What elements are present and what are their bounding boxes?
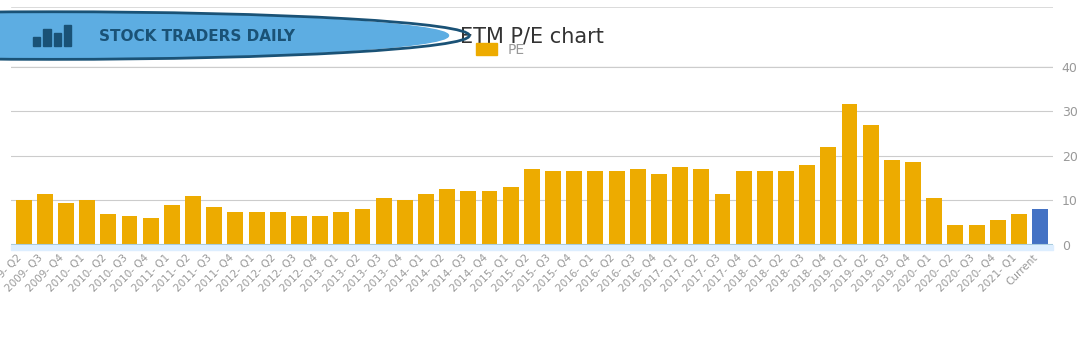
Bar bbox=[863, 125, 878, 245]
Bar bbox=[227, 211, 243, 245]
Bar bbox=[312, 216, 328, 245]
Bar bbox=[926, 198, 943, 245]
Bar bbox=[841, 104, 858, 245]
Bar bbox=[206, 207, 223, 245]
Bar bbox=[651, 174, 667, 245]
Bar bbox=[757, 172, 772, 245]
Bar bbox=[185, 196, 201, 245]
Bar bbox=[355, 209, 370, 245]
Bar bbox=[1011, 214, 1027, 245]
Bar bbox=[64, 25, 71, 46]
Circle shape bbox=[0, 13, 448, 58]
Bar bbox=[884, 160, 900, 245]
Bar bbox=[291, 216, 307, 245]
Text: ETM P/E chart: ETM P/E chart bbox=[460, 26, 603, 46]
Bar bbox=[80, 200, 95, 245]
Bar bbox=[587, 172, 603, 245]
Bar bbox=[566, 172, 583, 245]
Bar bbox=[990, 220, 1006, 245]
Bar bbox=[694, 169, 709, 245]
Bar bbox=[53, 33, 61, 46]
Bar bbox=[440, 189, 455, 245]
Bar bbox=[249, 211, 264, 245]
Bar bbox=[906, 162, 921, 245]
Bar bbox=[269, 211, 286, 245]
Bar bbox=[418, 194, 434, 245]
Bar bbox=[1032, 209, 1048, 245]
Legend: PE: PE bbox=[470, 37, 530, 63]
Bar bbox=[715, 194, 730, 245]
Bar bbox=[44, 29, 50, 46]
Bar bbox=[481, 191, 497, 245]
Bar bbox=[969, 225, 984, 245]
Bar bbox=[397, 200, 412, 245]
Bar bbox=[524, 169, 540, 245]
Bar bbox=[460, 191, 477, 245]
Bar bbox=[33, 37, 40, 46]
Text: STOCK TRADERS DAILY: STOCK TRADERS DAILY bbox=[99, 29, 296, 44]
Bar bbox=[58, 203, 74, 245]
Bar bbox=[947, 225, 963, 245]
Bar bbox=[143, 218, 158, 245]
Bar bbox=[164, 205, 180, 245]
Bar bbox=[672, 167, 688, 245]
Bar bbox=[546, 172, 561, 245]
Bar bbox=[37, 194, 52, 245]
Bar bbox=[630, 169, 646, 245]
Bar bbox=[503, 187, 518, 245]
Bar bbox=[778, 172, 794, 245]
Bar bbox=[15, 200, 32, 245]
Bar bbox=[334, 211, 349, 245]
Bar bbox=[609, 172, 624, 245]
Bar bbox=[375, 198, 392, 245]
Bar bbox=[121, 216, 137, 245]
Bar bbox=[800, 164, 815, 245]
Bar bbox=[820, 147, 837, 245]
Bar bbox=[100, 214, 117, 245]
Bar bbox=[735, 172, 752, 245]
